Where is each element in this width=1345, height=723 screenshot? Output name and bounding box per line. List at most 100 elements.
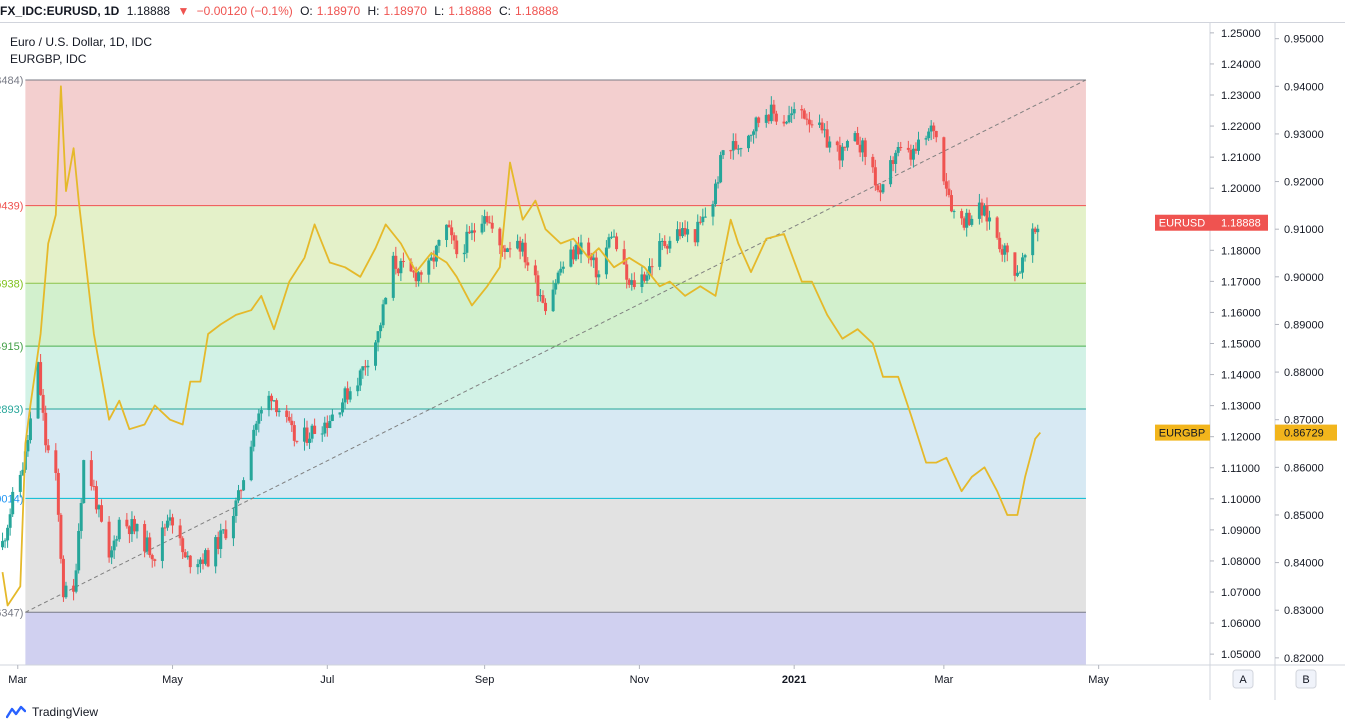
candle xyxy=(338,412,342,418)
candle xyxy=(909,144,913,166)
candle-body xyxy=(523,242,527,263)
candle xyxy=(44,405,48,453)
candle-body xyxy=(239,490,243,492)
candle-body xyxy=(374,342,378,366)
candle-body xyxy=(310,425,314,439)
candle-body xyxy=(675,229,679,241)
trend-line[interactable] xyxy=(25,79,1087,613)
candle xyxy=(366,359,370,377)
legend-overlay[interactable]: EURGBP, IDC xyxy=(10,52,87,66)
candle-body xyxy=(1031,228,1035,256)
candle xyxy=(254,420,258,436)
candle-body xyxy=(46,445,50,451)
candle-body xyxy=(785,122,789,124)
candle-body xyxy=(472,230,476,233)
candle xyxy=(178,518,182,546)
candle xyxy=(587,237,591,264)
scale-button-b[interactable]: B xyxy=(1295,669,1317,689)
candle-body xyxy=(505,248,509,252)
candle-body xyxy=(171,517,175,526)
candle xyxy=(234,497,238,523)
candle-body xyxy=(427,260,431,275)
candle xyxy=(472,223,476,242)
candle xyxy=(305,420,309,446)
candle-body xyxy=(589,255,593,261)
candle xyxy=(792,102,796,120)
scale-button-bg[interactable] xyxy=(1232,669,1254,689)
candle xyxy=(447,220,451,228)
symbol-name[interactable]: FX_IDC:EURUSD, 1D xyxy=(0,4,120,18)
candle xyxy=(127,525,131,544)
candle xyxy=(739,147,743,157)
candle-body xyxy=(11,491,15,515)
candle xyxy=(650,258,654,276)
candle xyxy=(82,459,86,504)
candle xyxy=(820,118,824,134)
candle xyxy=(825,121,829,148)
candle-body xyxy=(838,145,842,161)
scale-button-bg[interactable] xyxy=(1295,669,1317,689)
candle xyxy=(145,530,149,555)
candle xyxy=(462,244,466,263)
eurusd-badge-name: EURUSD xyxy=(1159,218,1206,230)
candle xyxy=(72,578,76,601)
brand-name[interactable]: TradingView xyxy=(32,705,99,719)
candle xyxy=(143,520,147,558)
candle-body xyxy=(1,541,5,548)
candle xyxy=(412,270,416,278)
scale-button-label[interactable]: B xyxy=(1302,674,1309,686)
chart-legend: Euro / U.S. Dollar, 1D, IDC EURGBP, IDC xyxy=(10,35,152,66)
candle xyxy=(409,258,413,273)
price-axis-b[interactable]: 0.95000 0.94000 0.93000 0.92000 0.91000 0.900… xyxy=(1275,34,1324,665)
candle-body xyxy=(556,272,560,284)
candle-body xyxy=(498,228,502,246)
candle xyxy=(787,105,791,124)
candle xyxy=(615,232,619,252)
candle xyxy=(396,267,400,277)
candle-body xyxy=(198,559,202,565)
candle xyxy=(767,114,771,125)
candle xyxy=(516,234,520,250)
trend-line-path[interactable] xyxy=(25,79,1087,613)
time-axis[interactable]: Mar May Jul Sep Nov 2021 Mar May A B xyxy=(8,665,1317,689)
candle xyxy=(1021,252,1025,279)
price-chart[interactable]: 0(1.23484) 36(1.19439) 32(1.16938) 5(1.1491… xyxy=(0,22,1345,700)
candle-body xyxy=(818,122,822,125)
candle-body xyxy=(462,252,466,255)
legend-main[interactable]: Euro / U.S. Dollar, 1D, IDC xyxy=(10,35,152,49)
close-label: C: xyxy=(498,4,511,18)
candle-body xyxy=(64,585,68,598)
candle-body xyxy=(810,124,814,126)
candle xyxy=(757,116,761,128)
candle-body xyxy=(625,264,629,280)
symbol-header: FX_IDC:EURUSD, 1D 1.18888 ▼ −0.00120 (−0… xyxy=(0,0,1345,22)
candle-body xyxy=(394,255,398,269)
fib-retracement[interactable]: 0(1.23484) 36(1.19439) 32(1.16938) 5(1.1491… xyxy=(0,75,1086,665)
candle xyxy=(1031,223,1035,263)
candle xyxy=(26,434,30,457)
candle xyxy=(110,546,114,565)
scale-button-a[interactable]: A xyxy=(1232,669,1254,689)
candle xyxy=(1000,244,1004,262)
candle-body xyxy=(932,125,936,131)
candle xyxy=(18,470,22,498)
candle-body xyxy=(275,400,279,413)
axis-a-tick-label: 1.07000 xyxy=(1221,587,1261,599)
candle-body xyxy=(627,279,631,285)
down-arrow-icon: ▼ xyxy=(177,4,190,18)
candle-body xyxy=(792,109,796,114)
candle-body xyxy=(686,229,690,235)
candle xyxy=(320,426,324,442)
candle-body xyxy=(835,141,839,146)
candle xyxy=(171,513,175,534)
axis-a-tick-label: 1.10000 xyxy=(1221,494,1261,506)
price-axis-a[interactable]: 1.25000 1.24000 1.23000 1.22000 1.21000 1.200… xyxy=(1210,28,1261,661)
candle-body xyxy=(714,183,718,205)
candle xyxy=(840,143,844,167)
candle xyxy=(592,252,596,269)
scale-button-label[interactable]: A xyxy=(1239,674,1247,686)
candle-body xyxy=(219,530,223,549)
candle xyxy=(343,386,347,409)
candle xyxy=(736,144,740,155)
candle xyxy=(419,270,423,283)
